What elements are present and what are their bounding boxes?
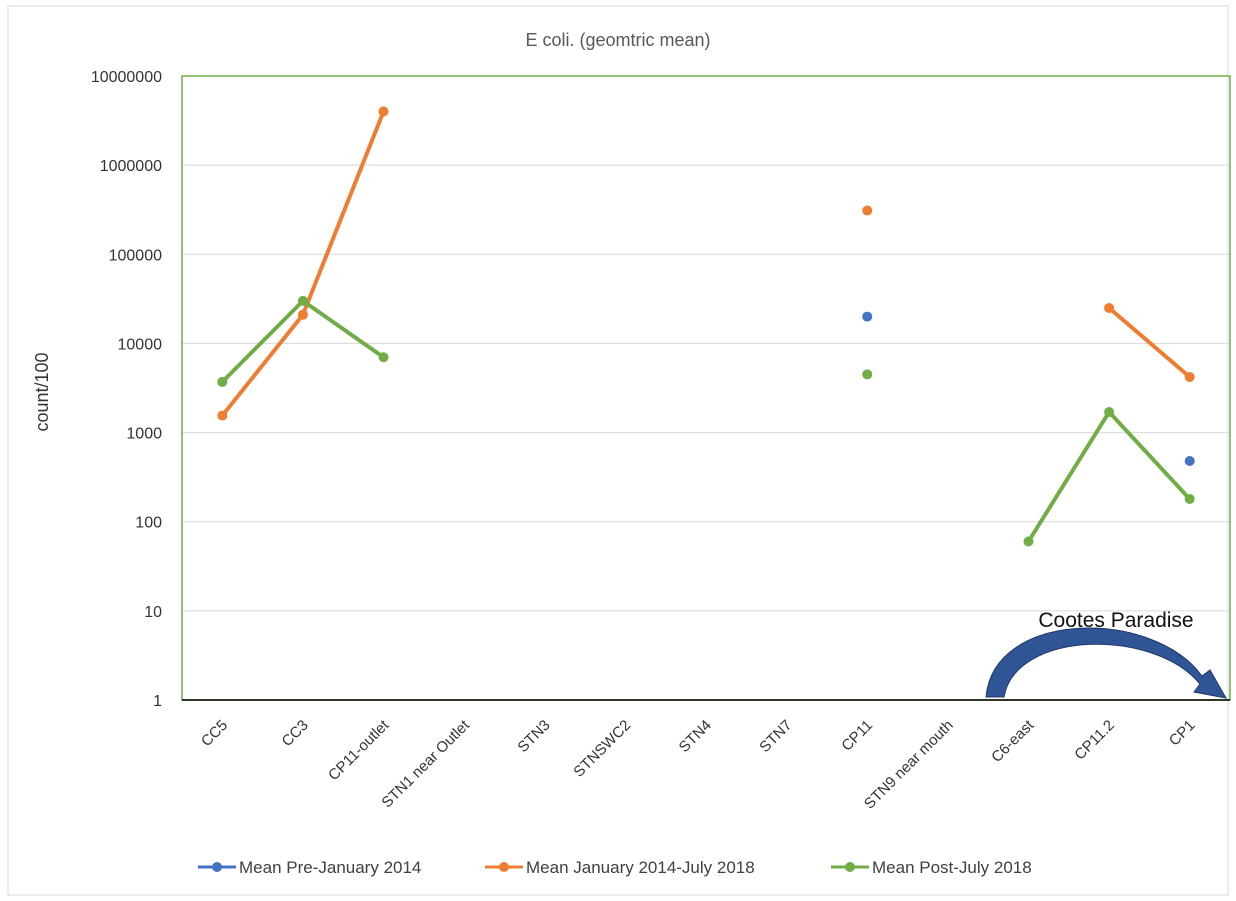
y-axis-label: count/100 — [32, 352, 52, 431]
data-point-mean-post-july-2018-cc5 — [217, 376, 228, 387]
y-tick-label-1: 1 — [153, 693, 162, 710]
data-point-mean-january-2014-july-2018-cc5 — [217, 410, 228, 421]
data-point-mean-january-2014-july-2018-cp11-outlet — [378, 106, 389, 117]
legend-marker-mean-january-2014-july-2018 — [499, 862, 509, 872]
data-point-mean-pre-january-2014-cp11 — [862, 311, 873, 322]
data-point-mean-post-july-2018-cp1 — [1184, 493, 1195, 504]
series-line-mean-january-2014-july-2018-2 — [1107, 306, 1192, 379]
data-point-mean-post-july-2018-cp11 — [862, 369, 873, 380]
data-point-mean-post-july-2018-cp11-2 — [1104, 407, 1115, 418]
legend-label-mean-post-july-2018: Mean Post-July 2018 — [872, 858, 1032, 877]
chart-title: E coli. (geomtric mean) — [525, 30, 710, 50]
y-tick-label-10000000: 10000000 — [91, 69, 162, 86]
gridline-group — [182, 164, 1230, 612]
data-point-mean-january-2014-july-2018-cc3 — [297, 309, 308, 320]
legend-label-mean-pre-january-2014: Mean Pre-January 2014 — [239, 858, 421, 877]
data-point-mean-post-july-2018-cp11-outlet — [378, 352, 389, 363]
chart-legend: Mean Pre-January 2014 Mean January 2014-J… — [198, 858, 1032, 877]
series-point-group — [217, 106, 1195, 547]
legend-marker-mean-pre-january-2014 — [212, 862, 222, 872]
data-point-mean-january-2014-july-2018-cp11-2 — [1104, 302, 1115, 313]
y-tick-label-100: 100 — [135, 515, 162, 532]
annotation-label: Cootes Paradise — [1038, 609, 1193, 632]
y-tick-label-10000: 10000 — [118, 336, 163, 353]
cootes-paradise-annotation: Cootes Paradise — [985, 609, 1227, 699]
legend-marker-mean-post-july-2018 — [845, 862, 855, 872]
curved-arrow-icon — [985, 627, 1227, 699]
chart-background — [7, 5, 1229, 896]
data-point-mean-january-2014-july-2018-cp11 — [862, 205, 873, 216]
y-tick-label-1000: 1000 — [126, 426, 162, 443]
y-tick-label-group: 1 10 100 1000 10000 100000 1000000 10000000 — [91, 69, 162, 710]
y-tick-label-10: 10 — [144, 604, 162, 621]
legend-label-mean-january-2014-july-2018: Mean January 2014-July 2018 — [526, 858, 755, 877]
y-tick-label-1000000: 1000000 — [100, 158, 162, 175]
data-point-mean-post-july-2018-c6-east — [1023, 536, 1034, 547]
data-point-mean-january-2014-july-2018-cp1 — [1184, 372, 1195, 383]
y-tick-label-100000: 100000 — [109, 247, 162, 264]
data-point-mean-pre-january-2014-cp1 — [1184, 455, 1195, 466]
data-point-mean-post-july-2018-cc3 — [297, 295, 308, 306]
